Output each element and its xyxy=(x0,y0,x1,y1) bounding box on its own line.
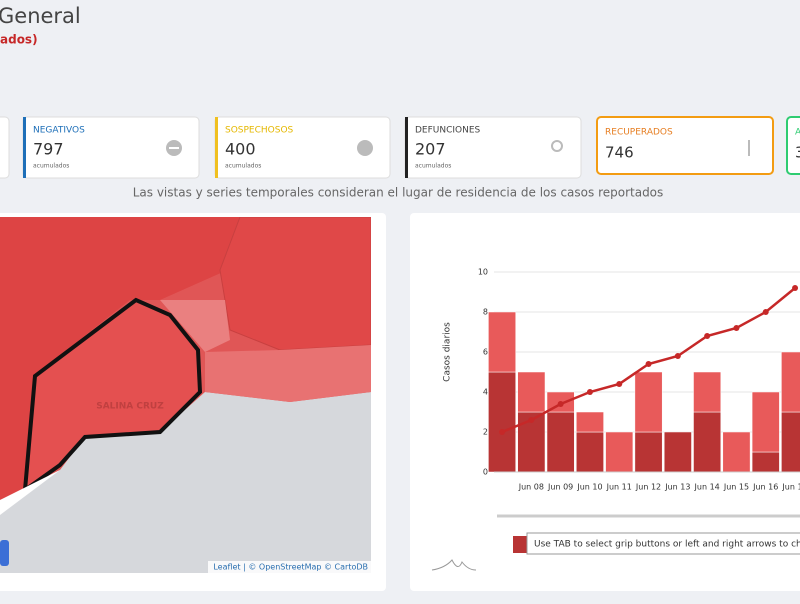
x-tick-label: Jun 08 xyxy=(518,483,544,492)
line-point xyxy=(704,333,710,339)
x-tick-label: Jun 10 xyxy=(576,483,602,492)
card-sublabel: acumulados xyxy=(415,163,451,170)
bar xyxy=(723,432,750,472)
bar xyxy=(664,432,691,472)
bar xyxy=(752,452,779,472)
map: SALINA CRUZ Leaflet | © OpenStreetMap © … xyxy=(0,217,371,573)
legend-symbol xyxy=(513,536,527,553)
x-tick-label: Jun 17 xyxy=(781,483,800,492)
card-label: NEGATIVOS xyxy=(33,126,85,136)
x-tick-label: Jun 11 xyxy=(606,483,632,492)
bar xyxy=(694,412,721,472)
bar xyxy=(547,412,574,472)
bar xyxy=(635,432,662,472)
subtitle: ados) xyxy=(0,33,38,47)
card-value: 3 xyxy=(795,144,800,162)
tooltip: Use TAB to select grip buttons or left a… xyxy=(534,540,800,550)
bar xyxy=(781,352,800,412)
card-sublabel: acumulados xyxy=(225,163,261,170)
bar xyxy=(576,412,603,432)
card-sublabel: acumulados xyxy=(33,163,69,170)
bar xyxy=(694,372,721,412)
line-point xyxy=(675,353,681,359)
card-value: 746 xyxy=(605,144,634,162)
y-tick-label: 10 xyxy=(478,268,488,277)
bar xyxy=(781,412,800,472)
card: SOSPECHOSOS 400 acumulados xyxy=(215,117,390,178)
x-tick-label: Jun 12 xyxy=(635,483,661,492)
note: Las vistas y series temporales considera… xyxy=(133,186,664,200)
x-tick-label: Jun 09 xyxy=(547,483,573,492)
line-point xyxy=(528,417,534,423)
x-tick-label: Jun 13 xyxy=(664,483,690,492)
card: A 3 xyxy=(787,117,800,174)
y-tick-label: 8 xyxy=(483,308,488,317)
card: DEFUNCIONES 207 acumulados xyxy=(405,117,581,178)
y-axis-label: Casos diarios xyxy=(443,322,453,382)
card-value: 207 xyxy=(415,140,446,159)
line-point xyxy=(558,401,564,407)
bar xyxy=(518,372,545,412)
line-point xyxy=(646,361,652,367)
card-label: DEFUNCIONES xyxy=(415,126,481,136)
card xyxy=(0,117,9,178)
line-point xyxy=(587,389,593,395)
card-label: A xyxy=(795,128,800,138)
bar xyxy=(635,372,662,432)
x-tick-label: Jun 14 xyxy=(694,483,720,492)
card: RECUPERADOS 746 xyxy=(597,117,773,174)
y-tick-label: 6 xyxy=(483,348,488,357)
bar xyxy=(576,432,603,472)
y-tick-label: 2 xyxy=(483,428,488,437)
bar xyxy=(488,372,515,472)
bar xyxy=(488,312,515,372)
bar xyxy=(752,392,779,452)
x-tick-label: Jun 15 xyxy=(723,483,749,492)
bar xyxy=(606,432,633,472)
place-label: SALINA CRUZ xyxy=(96,402,164,412)
card: NEGATIVOS 797 acumulados xyxy=(23,117,199,178)
line-point xyxy=(499,429,505,435)
line-point xyxy=(733,325,739,331)
card-label: RECUPERADOS xyxy=(605,128,673,138)
map-attribution: Leaflet | © OpenStreetMap © CartoDB xyxy=(213,563,368,572)
card-value: 797 xyxy=(33,140,64,159)
card-value: 400 xyxy=(225,140,256,159)
x-tick-label: Jun 16 xyxy=(752,483,778,492)
line-point xyxy=(792,285,798,291)
card-label: SOSPECHOSOS xyxy=(225,126,294,136)
y-tick-label: 4 xyxy=(483,388,488,397)
line-point xyxy=(616,381,622,387)
line-point xyxy=(763,309,769,315)
y-tick-label: 0 xyxy=(483,468,488,477)
title: General xyxy=(0,4,81,28)
